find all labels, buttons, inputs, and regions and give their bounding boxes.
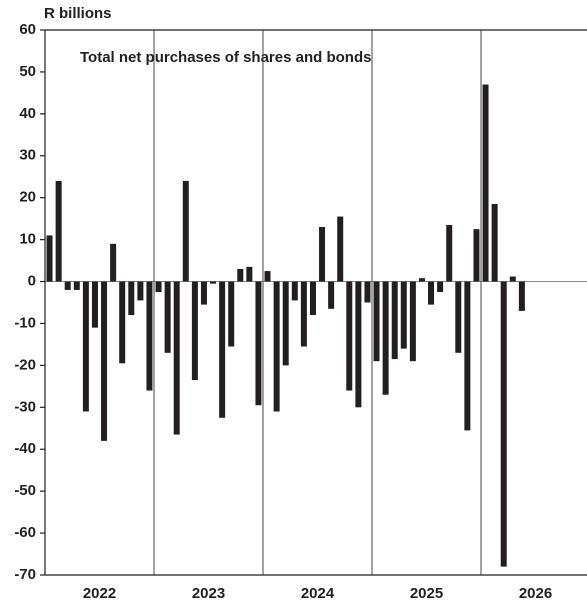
bar <box>119 281 126 364</box>
y-tick-label: -10 <box>14 314 36 331</box>
bar <box>219 281 226 418</box>
y-tick-label: 10 <box>19 231 36 248</box>
bar <box>482 84 489 282</box>
bar <box>200 281 207 305</box>
bar <box>300 281 307 347</box>
bar <box>382 281 389 395</box>
x-tick-label: 2026 <box>519 585 552 602</box>
bar <box>164 281 171 353</box>
bar <box>246 266 253 282</box>
bar <box>309 281 316 316</box>
bar <box>255 281 262 406</box>
bar <box>455 281 462 353</box>
bar <box>355 281 362 408</box>
bar <box>282 281 289 366</box>
y-tick-label: -30 <box>14 398 36 415</box>
x-tick-label: 2022 <box>83 585 116 602</box>
bar <box>373 281 380 362</box>
bar <box>319 227 326 282</box>
bar <box>491 203 498 282</box>
bar <box>391 281 398 360</box>
bar <box>273 281 280 412</box>
y-tick-label: -40 <box>14 440 36 457</box>
bar <box>518 281 525 311</box>
bar <box>500 281 507 567</box>
y-axis-label: R billions <box>44 5 112 22</box>
y-tick-label: -20 <box>14 356 36 373</box>
bar <box>337 216 344 282</box>
bar <box>509 276 516 282</box>
x-tick-label: 2023 <box>192 585 225 602</box>
bar <box>264 271 271 282</box>
bar <box>428 281 435 305</box>
bar <box>73 281 80 290</box>
bar <box>101 281 108 441</box>
bar <box>400 281 407 349</box>
bar <box>446 224 453 282</box>
y-tick-label: 50 <box>19 63 36 80</box>
bar <box>128 281 135 316</box>
bar <box>173 281 180 435</box>
y-tick-label: -60 <box>14 524 36 541</box>
bar <box>328 281 335 309</box>
bar <box>55 180 62 282</box>
y-tick-label: 0 <box>28 273 36 290</box>
bar <box>291 281 298 301</box>
x-tick-label: 2024 <box>301 585 335 602</box>
bar <box>210 281 217 284</box>
y-tick-label: -70 <box>14 566 36 583</box>
bar <box>91 281 98 328</box>
bar <box>237 268 244 282</box>
chart-title: Total net purchases of shares and bonds <box>80 49 371 66</box>
bar <box>418 278 425 282</box>
y-tick-label: 40 <box>19 105 36 122</box>
y-tick-label: 20 <box>19 189 36 206</box>
bar <box>137 281 144 301</box>
bar <box>464 281 471 431</box>
bar <box>409 281 416 362</box>
bar <box>110 243 117 282</box>
bar <box>46 235 53 282</box>
bar <box>82 281 89 412</box>
bar <box>364 281 371 303</box>
bar <box>182 180 189 282</box>
bar <box>437 281 444 293</box>
x-tick-label: 2025 <box>410 585 443 602</box>
bar <box>346 281 353 391</box>
bar <box>191 281 198 381</box>
y-tick-label: 60 <box>19 21 36 38</box>
bar <box>155 281 162 293</box>
bar <box>473 229 480 282</box>
bar <box>228 281 235 347</box>
bar <box>146 281 153 391</box>
y-tick-label: -50 <box>14 482 36 499</box>
bar <box>64 281 71 290</box>
y-tick-label: 30 <box>19 147 36 164</box>
